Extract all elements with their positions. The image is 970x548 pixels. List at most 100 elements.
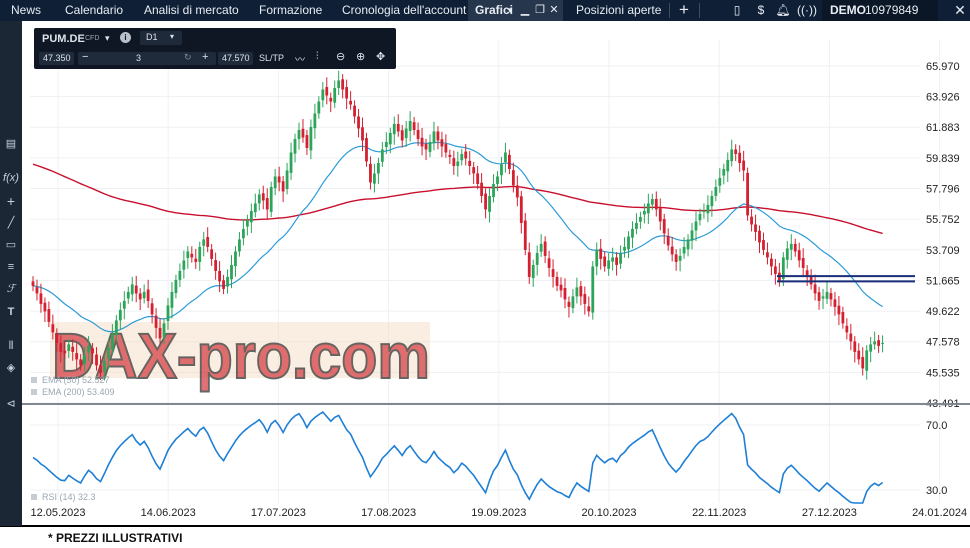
candle bbox=[333, 80, 337, 108]
candle bbox=[571, 288, 575, 314]
x-tick-label: 17.07.2023 bbox=[251, 507, 306, 519]
bid-price: 47.350 bbox=[43, 53, 71, 63]
nav-posizioni-aperte[interactable]: Posizioni aperte bbox=[576, 3, 662, 17]
candle bbox=[122, 291, 126, 320]
candle bbox=[51, 314, 55, 340]
candle bbox=[881, 335, 884, 353]
notifications-icon[interactable]: 🔔︎ bbox=[775, 3, 791, 17]
candle bbox=[103, 355, 106, 381]
fibonacci-icon[interactable]: ≡ bbox=[7, 261, 15, 273]
sell-price-button[interactable]: 47.350 bbox=[39, 52, 74, 65]
instrument-symbol[interactable]: PUM.DE bbox=[42, 33, 85, 45]
instrument-panel: PUM.DE CFD ▾ i D1 ▾ 47.350 − 3 ↻ + 47.57… bbox=[34, 28, 396, 69]
indicators-icon[interactable]: f(x) bbox=[3, 172, 19, 184]
candle bbox=[376, 157, 380, 185]
account-selector[interactable]: DEMO 10979849 bbox=[822, 0, 938, 21]
nav-analisi-di-mercato[interactable]: Analisi di mercato bbox=[144, 3, 239, 17]
dropdown-icon[interactable]: ▾ bbox=[507, 5, 513, 15]
y-tick-label: 53.709 bbox=[926, 245, 960, 257]
candle bbox=[504, 142, 507, 173]
rsi-level-label: 30.0 bbox=[926, 485, 947, 497]
share-icon[interactable]: ⊲ bbox=[6, 398, 16, 410]
nav-news[interactable]: News bbox=[11, 3, 42, 17]
candle bbox=[686, 234, 690, 257]
sltp-button[interactable]: SL/TP bbox=[259, 53, 285, 63]
candle bbox=[607, 252, 611, 276]
increase-icon[interactable]: + bbox=[202, 51, 209, 63]
chart-type-icon[interactable]: ▤ bbox=[5, 138, 17, 150]
add-tab-icon[interactable]: + bbox=[679, 0, 689, 19]
candle bbox=[785, 240, 789, 269]
close-icon[interactable]: ✕ bbox=[954, 2, 966, 18]
buy-price-button[interactable]: 47.570 bbox=[218, 52, 253, 65]
candle bbox=[388, 127, 392, 154]
info-icon[interactable]: i bbox=[120, 32, 131, 43]
candle bbox=[813, 274, 817, 301]
timeframe-selector[interactable]: D1 ▾ bbox=[140, 31, 182, 45]
nav-calendario[interactable]: Calendario bbox=[65, 3, 124, 17]
layout-icon[interactable]: ▯ bbox=[733, 3, 741, 17]
candle bbox=[146, 279, 150, 308]
candle bbox=[738, 145, 742, 172]
y-tick-label: 63.926 bbox=[926, 92, 960, 104]
quantity-stepper[interactable]: − 3 ↻ + bbox=[78, 51, 216, 65]
candle bbox=[55, 328, 59, 352]
candle bbox=[567, 296, 571, 318]
account-number: 10979849 bbox=[865, 3, 919, 17]
zoom-in-icon[interactable]: ⊕ bbox=[356, 51, 366, 63]
candle bbox=[456, 151, 460, 177]
candle bbox=[631, 221, 634, 249]
objects-icon[interactable]: ⫴ bbox=[8, 340, 14, 352]
quantity-value[interactable]: 3 bbox=[136, 53, 142, 63]
candle bbox=[91, 343, 94, 365]
restore-icon[interactable]: ❐ bbox=[535, 4, 545, 16]
candle bbox=[511, 162, 515, 193]
tab-grafici[interactable]: Grafici ▾ ▁ ❐ ✕ bbox=[468, 0, 563, 21]
candle bbox=[380, 141, 384, 168]
layers-icon[interactable]: ◈ bbox=[6, 362, 16, 374]
nav-formazione[interactable]: Formazione bbox=[259, 3, 323, 17]
symbol-dropdown-icon[interactable]: ▾ bbox=[105, 33, 110, 43]
price-alert-icon[interactable]: $ bbox=[757, 3, 765, 17]
connection-icon: ((·)) bbox=[797, 3, 817, 17]
fib-fan-icon[interactable]: ℱ bbox=[6, 283, 16, 295]
candle bbox=[345, 79, 349, 110]
nav-cronologia-account[interactable]: Cronologia dell'account bbox=[342, 3, 467, 17]
candle bbox=[373, 163, 376, 193]
line-tool-icon[interactable]: ╱ bbox=[7, 217, 15, 229]
crosshair-icon[interactable]: + bbox=[6, 193, 16, 209]
chart-style-icon[interactable]: 〰 bbox=[295, 55, 305, 66]
candle bbox=[337, 70, 341, 96]
candle bbox=[134, 275, 138, 303]
candle bbox=[269, 181, 273, 218]
indicator-icon[interactable]: ⫶ bbox=[316, 51, 319, 62]
candle bbox=[206, 227, 210, 253]
shape-tool-icon[interactable]: ▭ bbox=[5, 239, 17, 251]
candle bbox=[174, 274, 178, 299]
candle bbox=[500, 156, 503, 185]
candlestick-series bbox=[31, 70, 884, 381]
candle bbox=[555, 271, 559, 292]
candle bbox=[718, 168, 722, 193]
candle bbox=[690, 222, 694, 250]
close-tab-icon[interactable]: ✕ bbox=[549, 4, 559, 16]
drawing-toolbar: ▤ f(x) + ╱ ▭ ≡ ℱ T ⫴ ◈ ⊲ bbox=[0, 21, 22, 526]
x-tick-label: 20.10.2023 bbox=[581, 507, 636, 519]
candle bbox=[710, 190, 714, 217]
candle bbox=[877, 334, 881, 353]
candle bbox=[492, 174, 495, 203]
candle bbox=[619, 245, 622, 269]
candle bbox=[182, 250, 186, 279]
ask-price: 47.570 bbox=[222, 53, 250, 63]
reset-icon[interactable]: ↻ bbox=[184, 52, 192, 62]
candle bbox=[869, 336, 873, 363]
minimize-icon[interactable]: ▁ bbox=[520, 4, 530, 16]
decrease-icon[interactable]: − bbox=[82, 51, 89, 63]
text-tool-icon[interactable]: T bbox=[7, 306, 15, 318]
move-icon[interactable]: ✥ bbox=[376, 51, 386, 63]
candle bbox=[285, 162, 289, 195]
candle bbox=[627, 231, 630, 259]
zoom-out-icon[interactable]: ⊖ bbox=[336, 51, 346, 63]
candle bbox=[551, 259, 555, 288]
